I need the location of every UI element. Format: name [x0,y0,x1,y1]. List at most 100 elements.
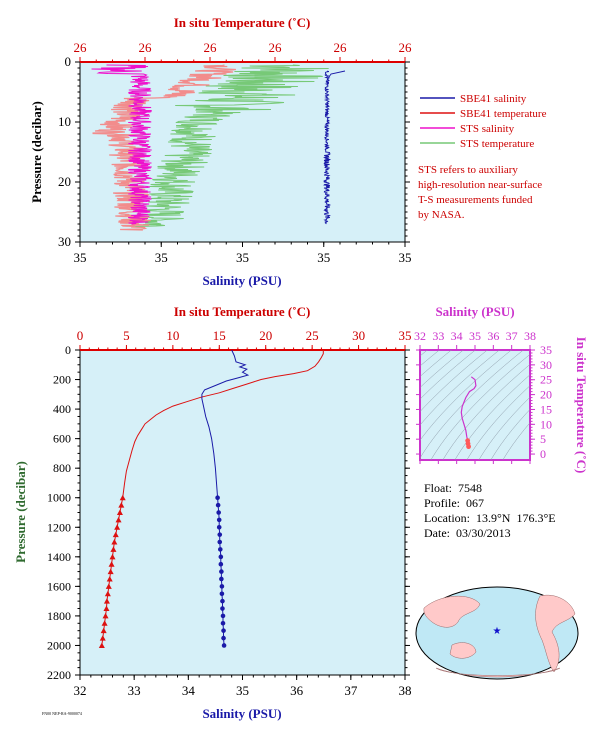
top-pressure-tick-label: 30 [58,234,71,249]
sbe41-salinity-marker [221,635,226,641]
credit-text: FN00 NEP-RA-9000074 [42,711,82,716]
ts-salinity-tick-label: 37 [506,329,518,343]
ts-salinity-tick-label: 33 [432,329,444,343]
legend-label: SBE41 salinity [460,93,527,105]
top-salinity-tick-label: 35 [236,250,249,265]
main-pressure-tick-label: 1400 [47,550,71,564]
density-contour [420,350,476,400]
main-panel-series [98,349,324,648]
main-salinity-axis-title: Salinity (PSU) [202,706,281,721]
main-salinity-tick-label: 38 [399,683,412,698]
sbe41-temperature-marker [111,539,118,545]
ts-salinity-tick-label: 34 [451,329,463,343]
sbe41-salinity-marker [217,532,223,537]
sbe41-salinity-marker [215,502,221,508]
density-contour [442,364,530,460]
sbe41-salinity-marker [217,539,223,545]
top-pressure-axis-title: Pressure (decibar) [29,101,44,203]
density-contour [420,350,452,377]
main-temp-tick-label: 20 [259,328,272,343]
top-salinity-tick-label: 35 [74,250,87,265]
sbe41-salinity-marker [219,569,224,574]
top-pressure-tick-label: 0 [65,54,72,69]
top-temp-tick-label: 26 [334,40,348,55]
sbe41-salinity-marker [220,606,225,611]
map-land-antarctica [435,667,561,678]
ts-temp-tick-label: 15 [540,402,552,416]
top-temp-tick-label: 26 [139,40,153,55]
sbe41-salinity-marker [220,598,225,604]
top-temp-tick-label: 26 [269,40,283,55]
main-temp-tick-label: 25 [306,328,319,343]
map-land-asia [423,595,481,628]
sbe41-salinity-marker [219,591,225,597]
sbe41-salinity-marker [216,524,222,530]
sbe41-temperature-marker [118,502,125,508]
main-salinity-tick-label: 34 [182,683,196,698]
sts-temperature-line [131,64,329,228]
sbe41-temperature-marker [98,642,105,648]
sbe41-salinity-marker [220,620,226,626]
float-id: Float: 7548 [424,481,483,495]
sbe41-temperature-marker [103,605,110,612]
sbe41-temperature-marker [116,509,123,515]
density-contour [502,422,530,460]
main-temp-tick-label: 15 [213,328,226,343]
sbe41-temperature-marker [114,524,121,530]
sbe41-temperature-marker [106,575,113,582]
ts-temp-tick-label: 25 [540,373,552,387]
world-map: ★ [415,586,579,680]
sbe41-salinity-marker [216,517,222,523]
ts-density-contours [420,350,530,460]
sbe41-salinity-marker [218,561,224,567]
sbe41-salinity-marker [218,554,224,560]
density-contour [420,350,440,367]
top-temp-axis-title: In situ Temperature (˚C) [174,15,311,30]
main-pressure-tick-label: 2000 [47,638,71,652]
main-pressure-tick-label: 1600 [47,579,71,593]
sbe41-salinity-marker [219,584,225,589]
legend-label: SBE41 temperature [460,108,547,120]
density-contour [478,396,530,460]
main-panel-ticks: 0 5 10 15 20 25 30 35 32 33 34 35 36 37 38 0 200 400 600 80… [47,328,412,698]
main-pressure-tick-label: 2200 [47,668,71,682]
ts-temp-axis-title: In situ Temperature (˚C) [574,337,589,474]
ts-deep-marker [466,444,471,450]
sbe41-temperature-marker [101,620,108,626]
density-contour [420,350,500,426]
sbe41-salinity-marker [221,628,226,633]
sbe41-salinity-marker [220,613,226,619]
sts-note-line: high-resolution near-surface [418,179,543,191]
ts-temp-tick-label: 30 [540,358,552,372]
main-temp-tick-label: 35 [399,328,412,343]
sbe41-temperature-line [101,350,324,646]
sbe41-temperature-marker [107,568,114,575]
sbe41-temperature-marker [102,612,109,619]
ts-temp-tick-label: 10 [540,417,552,431]
top-salinity-axis-title: Salinity (PSU) [202,273,281,288]
sts-salinity-line [91,64,153,225]
profile-number: Profile: 067 [424,496,484,510]
sbe41-temperature-line [92,64,236,231]
sbe41-temperature-marker [104,590,111,597]
sbe41-temperature-marker [119,494,126,501]
main-temp-tick-label: 5 [123,328,130,343]
density-contour [420,350,488,412]
profile-date: Date: 03/30/2013 [424,526,511,540]
main-salinity-tick-label: 37 [344,683,358,698]
ts-salinity-tick-label: 36 [487,329,499,343]
sts-note-line: by NASA. [418,209,465,221]
main-pressure-tick-label: 200 [53,373,71,387]
legend-label: STS temperature [460,138,534,150]
sbe41-salinity-line [323,70,332,225]
sts-note-line: STS refers to auxiliary [418,164,518,176]
main-pressure-tick-label: 1200 [47,520,71,534]
main-temp-axis-title: In situ Temperature (˚C) [174,304,311,319]
density-contour [420,350,464,388]
ts-salinity-tick-label: 35 [469,329,481,343]
sbe41-temperature-marker [103,598,110,604]
sbe41-temperature-marker [110,546,117,552]
sbe41-salinity-marker [217,547,223,552]
